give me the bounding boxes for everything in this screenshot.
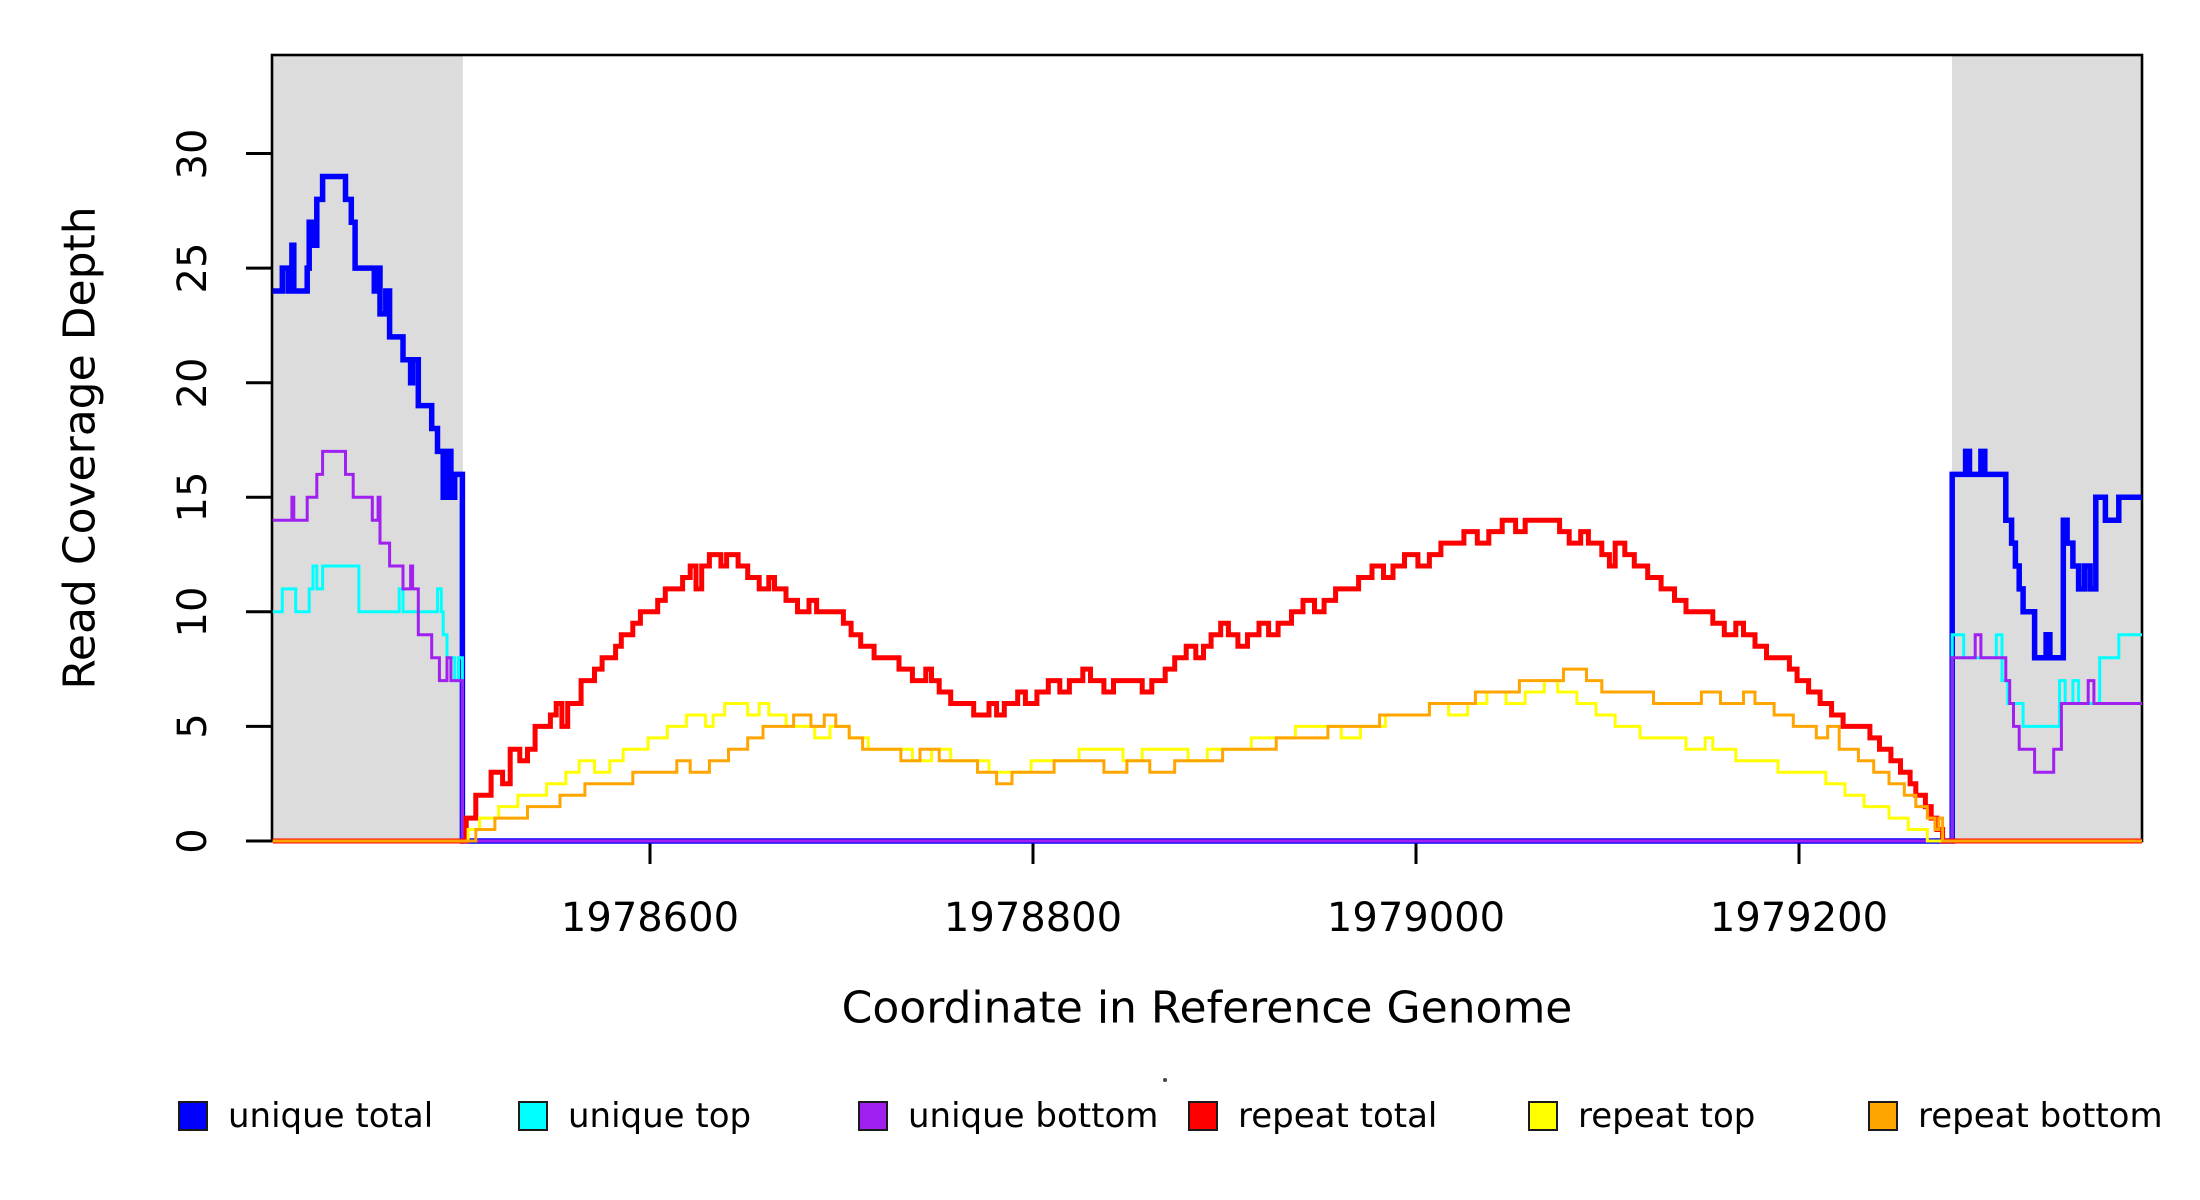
y-tick-label-0: 0	[170, 828, 216, 854]
legend-item-unique-top: unique top	[518, 1096, 752, 1136]
y-tick-label-15: 15	[170, 471, 216, 523]
legend-item-unique-bottom: unique bottom	[858, 1096, 1159, 1136]
legend-item-repeat-bottom: repeat bottom	[1868, 1096, 2163, 1136]
legend-item-repeat-total: repeat total	[1188, 1096, 1438, 1136]
legend-label: repeat bottom	[1918, 1096, 2163, 1136]
x-tick-label-1979200: 1979200	[1709, 895, 1889, 941]
y-tick-label-30: 30	[170, 128, 216, 180]
shaded-region-left	[272, 55, 463, 841]
x-tick-label-1978800: 1978800	[943, 895, 1123, 941]
legend-swatch-unique-bottom	[858, 1101, 888, 1131]
legend-label: unique top	[568, 1096, 752, 1136]
y-tick-label-10: 10	[170, 586, 216, 638]
legend-item-repeat-top: repeat top	[1528, 1096, 1756, 1136]
x-axis-title: Coordinate in Reference Genome	[841, 982, 1573, 1034]
legend-swatch-repeat-bottom	[1868, 1101, 1898, 1131]
legend-swatch-unique-total	[178, 1101, 208, 1131]
y-tick-label-5: 5	[170, 713, 216, 739]
series-unique-bottom-line	[272, 449, 2142, 843]
series-repeat-bottom-line	[272, 667, 2142, 843]
legend-label: unique total	[228, 1096, 434, 1136]
legend-swatch-repeat-total	[1188, 1101, 1218, 1131]
y-tick-label-25: 25	[170, 242, 216, 294]
series-unique-top-line	[272, 564, 2142, 843]
legend-label: repeat top	[1578, 1096, 1756, 1136]
legend-label: unique bottom	[908, 1096, 1159, 1136]
legend-swatch-unique-top	[518, 1101, 548, 1131]
legend-item-unique-total: unique total	[178, 1096, 434, 1136]
series-repeat-total-line	[272, 517, 2142, 844]
legend-swatch-repeat-top	[1528, 1101, 1558, 1131]
y-axis-title: Read Coverage Depth	[54, 206, 106, 690]
x-tick-label-1979000: 1979000	[1326, 895, 1506, 941]
shaded-region-right	[1952, 55, 2142, 841]
stray-dot-artifact	[1163, 1078, 1167, 1082]
x-tick-label-1978600: 1978600	[560, 895, 740, 941]
series-unique-total-line	[272, 173, 2142, 844]
y-tick-label-20: 20	[170, 357, 216, 409]
legend-label: repeat total	[1238, 1096, 1438, 1136]
